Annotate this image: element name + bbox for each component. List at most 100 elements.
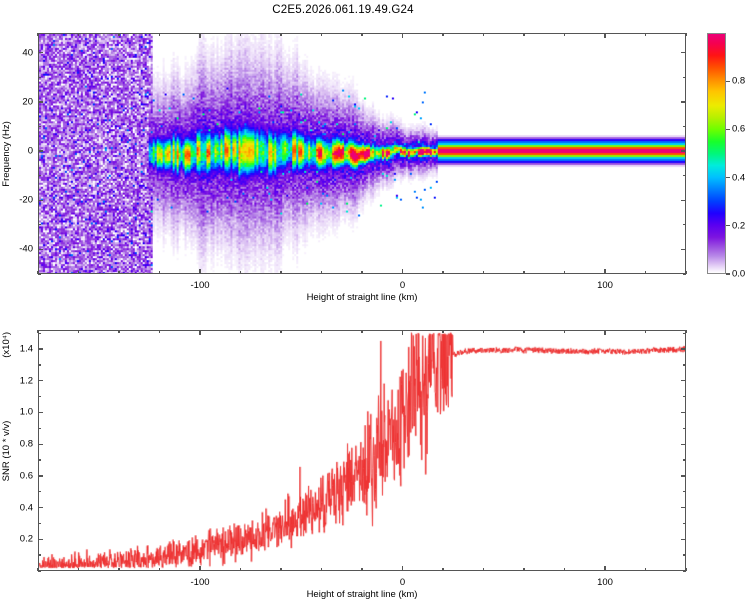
x-axis-title: Height of straight line (km) (306, 292, 418, 303)
x-tick-minor-top (361, 330, 363, 333)
y-tick-major-right (681, 150, 686, 152)
x-tick-label: 100 (597, 577, 613, 588)
y-tick-minor-right (683, 273, 686, 275)
x-tick-minor-top (644, 33, 647, 36)
x-tick-major (604, 566, 606, 571)
y-tick-major (38, 52, 43, 54)
x-tick-minor (523, 568, 525, 571)
x-tick-minor (118, 568, 120, 571)
y-tick-label: 0.2 (19, 533, 33, 545)
x-tick-minor-top (37, 33, 39, 36)
y-tick-major (38, 199, 43, 201)
x-tick-minor-top (77, 330, 80, 333)
y-tick-label: -40 (19, 243, 33, 255)
x-tick-minor-top (644, 330, 647, 333)
y-tick-label: 0.8 (19, 438, 33, 450)
x-tick-minor (644, 271, 647, 274)
y-tick-minor (38, 522, 41, 525)
x-tick-minor-top (239, 330, 242, 333)
y-tick-major (38, 443, 43, 445)
colorbar-tick-label: 0.6 (732, 123, 746, 135)
x-tick-minor-top (118, 33, 120, 36)
x-tick-minor-top (280, 330, 282, 333)
x-tick-minor (442, 271, 444, 274)
x-tick-major-top (401, 330, 404, 335)
colorbar-tick (726, 80, 730, 82)
y-tick-minor-right (683, 174, 686, 177)
y-tick-minor-right (683, 522, 686, 525)
y-tick-major-right (681, 52, 686, 54)
y-tick-major-right (681, 475, 686, 477)
x-tick-minor (482, 271, 485, 274)
y-tick-minor (38, 125, 41, 128)
x-tick-minor-top (37, 330, 39, 333)
colorbar-gradient (707, 33, 726, 274)
y-tick-major-right (681, 248, 686, 251)
x-tick-label: -100 (190, 280, 210, 291)
colorbar-tick (726, 273, 730, 275)
y-tick-major-right (681, 199, 686, 201)
x-tick-minor (158, 568, 161, 571)
x-tick-minor-top (685, 33, 687, 36)
page-title: C2E5.2026.061.19.49.G24 (272, 4, 414, 16)
y-tick-major (38, 538, 43, 540)
x-tick-minor (37, 271, 39, 274)
x-tick-minor-top (482, 330, 485, 333)
y-tick-minor-right (683, 570, 686, 572)
x-tick-minor-top (482, 33, 485, 36)
y-tick-minor-right (683, 427, 686, 429)
x-tick-minor (442, 568, 444, 571)
y-tick-major-right (681, 443, 686, 445)
y-tick-label: 20 (22, 96, 33, 108)
y-tick-minor-right (683, 395, 686, 398)
colorbar-tick (726, 225, 730, 227)
colorbar-tick-label: 0.0 (732, 268, 746, 280)
y-tick-label: 0.4 (19, 502, 33, 514)
y-tick-minor-right (683, 364, 686, 366)
x-tick-minor (685, 568, 687, 571)
x-tick-minor (563, 568, 566, 571)
x-tick-minor-top (523, 33, 525, 36)
x-tick-minor-top (320, 33, 323, 36)
y-tick-minor (38, 364, 41, 366)
y-tick-minor-right (683, 125, 686, 128)
y-tick-minor-right (683, 224, 686, 226)
y-tick-label: 0 (27, 145, 33, 157)
x-tick-minor-top (563, 33, 566, 36)
x-tick-major (199, 566, 201, 571)
x-tick-label: 100 (597, 280, 613, 291)
x-tick-minor-top (523, 330, 525, 333)
x-tick-minor (77, 271, 80, 274)
y-tick-minor (38, 570, 41, 572)
x-tick-minor-top (442, 33, 444, 36)
y-tick-label: 0.6 (19, 470, 33, 482)
y-tick-minor (38, 459, 41, 461)
x-tick-minor (320, 568, 323, 571)
y-tick-minor (38, 395, 41, 398)
y-tick-label: 1.2 (19, 375, 33, 387)
colorbar-tick (726, 177, 730, 179)
x-tick-minor-top (320, 330, 323, 333)
y-axis-title: Frequency (Hz) (1, 120, 12, 187)
x-tick-major (401, 269, 404, 274)
y-axis-title: SNR (10 * v/v) (1, 420, 12, 481)
x-tick-minor (239, 568, 242, 571)
y-tick-minor-right (683, 459, 686, 461)
x-tick-minor (77, 568, 80, 571)
y-tick-major (38, 411, 43, 414)
spectrogram-plot (38, 33, 686, 274)
x-tick-minor-top (118, 330, 120, 333)
x-axis-title: Height of straight line (km) (306, 589, 418, 600)
y-tick-minor (38, 76, 41, 78)
x-tick-major-top (199, 33, 201, 38)
colorbar-tick-label: 0.4 (732, 172, 746, 184)
x-tick-minor (563, 271, 566, 274)
spectrogram-canvas (39, 34, 685, 273)
y-tick-major-right (681, 348, 686, 350)
y-tick-major-right (681, 380, 686, 382)
x-tick-minor (320, 271, 323, 274)
y-tick-major (38, 150, 43, 152)
x-tick-label: -100 (190, 577, 210, 588)
y-tick-major-right (681, 538, 686, 540)
